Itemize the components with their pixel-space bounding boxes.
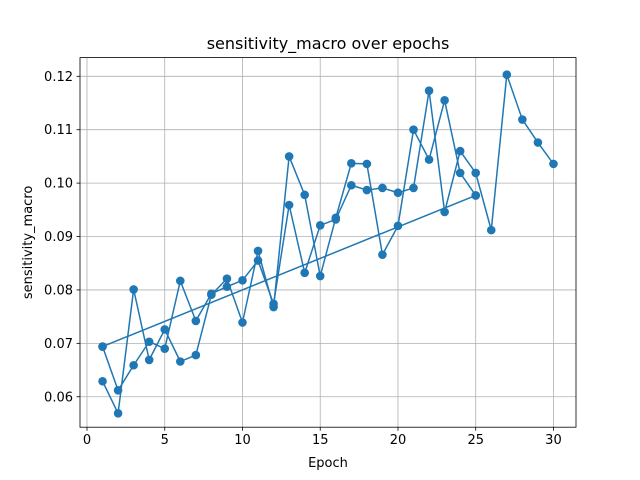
data-point <box>424 86 434 96</box>
data-point <box>331 215 341 224</box>
data-point <box>378 250 387 259</box>
data-point <box>393 188 403 198</box>
data-point <box>98 376 107 386</box>
data-point <box>518 115 527 124</box>
data-point <box>238 276 247 285</box>
data-point <box>471 168 481 178</box>
data-point <box>362 159 372 169</box>
y-tick-label: 0.06 <box>44 390 73 405</box>
x-axis-ticks: 0 5 10 15 20 25 30 <box>83 427 562 448</box>
data-point <box>440 207 449 217</box>
x-tick-label: 20 <box>390 433 407 448</box>
y-tick-label: 0.08 <box>44 283 73 298</box>
data-point <box>393 221 403 231</box>
data-point <box>424 155 434 164</box>
series-line-3 <box>102 194 476 348</box>
x-tick-label: 0 <box>83 433 91 448</box>
data-point <box>315 271 325 281</box>
data-point <box>455 168 465 178</box>
data-point <box>486 225 496 235</box>
x-tick-label: 5 <box>161 433 169 448</box>
y-axis-ticks: 0.06 0.07 0.08 0.09 0.10 0.11 0.12 <box>44 70 80 405</box>
data-point <box>222 274 232 284</box>
data-point <box>315 221 325 230</box>
data-point <box>284 152 294 161</box>
series-line-2 <box>101 73 555 392</box>
data-point <box>113 409 123 418</box>
data-point <box>549 159 558 169</box>
y-tick-label: 0.10 <box>44 177 73 192</box>
chart-title: sensitivity_macro over epochs <box>207 34 450 54</box>
data-point <box>533 138 543 147</box>
data-point <box>502 70 512 79</box>
data-point <box>362 185 372 195</box>
x-tick-label: 15 <box>312 433 329 448</box>
data-point <box>284 200 294 210</box>
x-tick-label: 30 <box>545 433 562 448</box>
data-point <box>269 299 278 309</box>
data-point <box>409 183 418 193</box>
data-point <box>300 190 309 200</box>
data-point <box>98 342 107 351</box>
data-point <box>347 159 356 168</box>
x-axis-label: Epoch <box>308 456 348 471</box>
data-point <box>160 344 170 353</box>
data-point <box>144 337 154 347</box>
data-point <box>113 386 123 395</box>
data-point <box>191 350 201 360</box>
data-point <box>175 276 185 286</box>
data-point <box>253 246 263 256</box>
grid-lines <box>80 57 576 428</box>
data-point <box>471 191 481 200</box>
y-tick-label: 0.11 <box>44 123 73 138</box>
data-point <box>455 146 465 156</box>
data-point <box>191 316 201 326</box>
x-tick-label: 25 <box>467 433 484 448</box>
data-point <box>144 355 154 365</box>
x-tick-label: 10 <box>234 433 251 448</box>
data-point <box>129 285 138 294</box>
data-point <box>347 180 356 190</box>
data-point <box>409 125 418 134</box>
y-tick-label: 0.09 <box>44 230 73 245</box>
plot-frame <box>79 57 577 428</box>
data-point <box>160 325 170 334</box>
data-point <box>222 282 232 292</box>
y-tick-label: 0.12 <box>44 70 73 85</box>
series-layer <box>98 70 558 418</box>
y-axis-label: sensitivity_macro <box>21 186 36 300</box>
data-point <box>175 357 185 366</box>
data-point <box>238 318 247 327</box>
data-point <box>129 360 138 370</box>
data-point <box>440 96 449 105</box>
data-point <box>300 268 309 278</box>
data-point <box>253 256 263 265</box>
data-point <box>207 289 216 298</box>
y-tick-label: 0.07 <box>44 337 73 352</box>
data-point <box>378 183 387 193</box>
